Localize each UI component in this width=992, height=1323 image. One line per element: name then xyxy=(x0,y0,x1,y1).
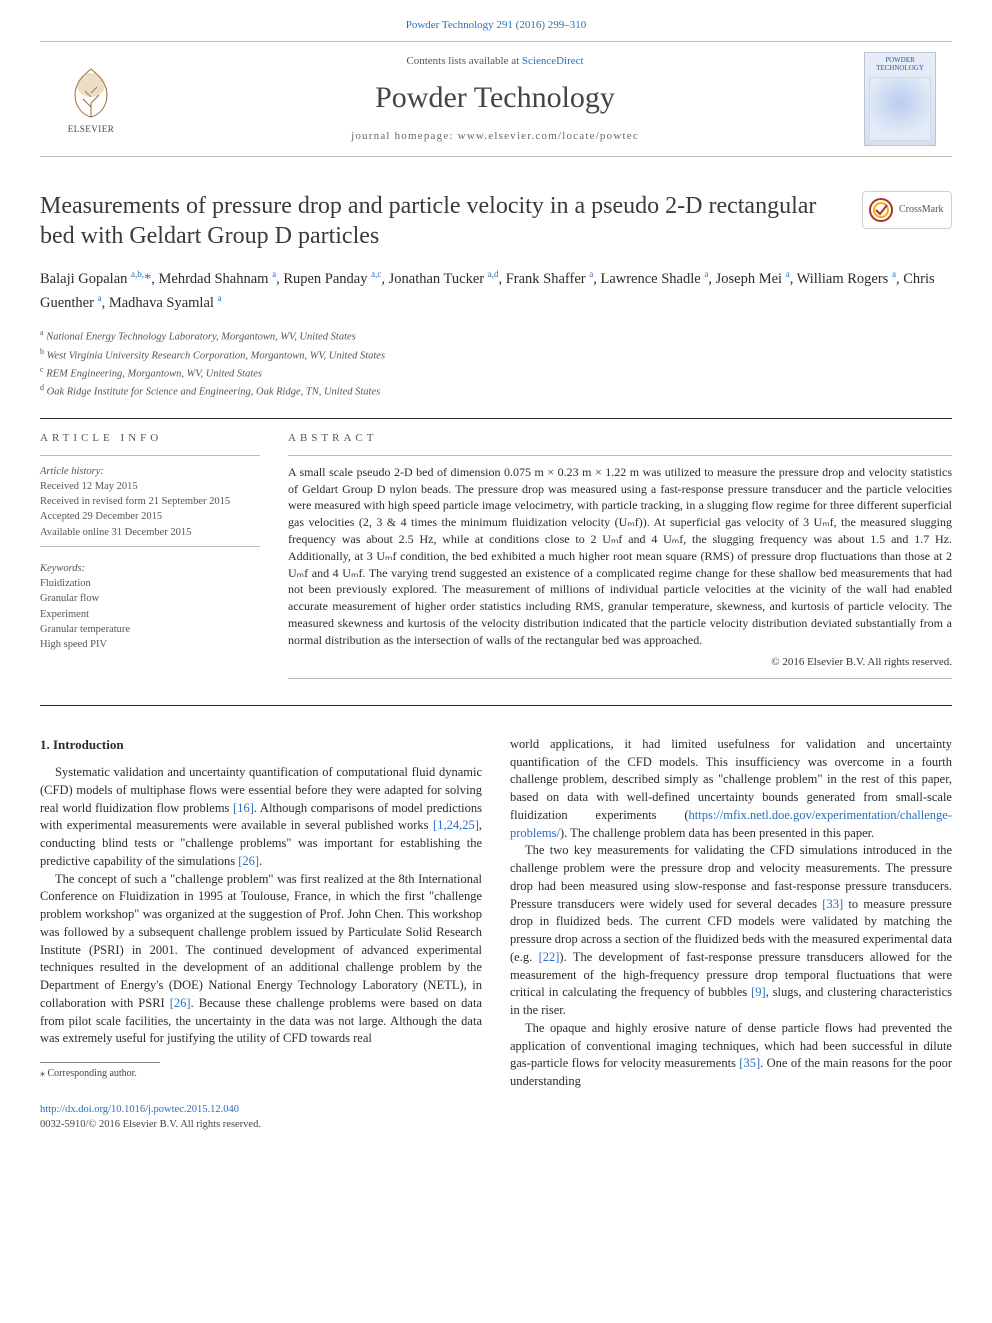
citation-line: Powder Technology 291 (2016) 299–310 xyxy=(40,0,952,41)
footnote-text: Corresponding author. xyxy=(48,1068,137,1079)
journal-cover-thumb: POWDER TECHNOLOGY xyxy=(864,52,936,146)
sciencedirect-link[interactable]: ScienceDirect xyxy=(522,55,584,67)
intro-para-5: The opaque and highly erosive nature of … xyxy=(510,1020,952,1091)
doi-footer: http://dx.doi.org/10.1016/j.powtec.2015.… xyxy=(40,1103,482,1132)
elsevier-word: ELSEVIER xyxy=(68,123,115,136)
journal-homepage: journal homepage: www.elsevier.com/locat… xyxy=(126,129,864,144)
contents-prefix: Contents lists available at xyxy=(406,55,521,67)
article-history: Article history: Received 12 May 2015Rec… xyxy=(40,464,260,652)
ref-link[interactable]: [16] xyxy=(233,801,254,815)
abstract-copyright: © 2016 Elsevier B.V. All rights reserved… xyxy=(288,655,952,670)
contents-line: Contents lists available at ScienceDirec… xyxy=(126,54,864,69)
corresponding-footnote: ⁎ Corresponding author. xyxy=(40,1067,482,1081)
crossmark-badge[interactable]: CrossMark xyxy=(862,191,952,229)
crossmark-icon xyxy=(869,198,893,222)
elsevier-logo: ELSEVIER xyxy=(56,59,126,139)
abstract-text: A small scale pseudo 2-D bed of dimensio… xyxy=(288,464,952,649)
elsevier-tree-icon xyxy=(61,63,121,123)
info-rule-top xyxy=(40,455,260,456)
ref-link[interactable]: [26] xyxy=(238,854,259,868)
affiliations-block: a National Energy Technology Laboratory,… xyxy=(40,327,952,400)
history-head: Article history: xyxy=(40,466,104,477)
ref-link[interactable]: [35] xyxy=(739,1056,760,1070)
intro-para-3: world applications, it had limited usefu… xyxy=(510,736,952,843)
intro-para-4: The two key measurements for validating … xyxy=(510,842,952,1020)
body-columns: 1. Introduction Systematic validation an… xyxy=(40,736,952,1133)
footnote-rule xyxy=(40,1062,160,1063)
abstract-rule-bottom xyxy=(288,678,952,679)
cover-title: POWDER TECHNOLOGY xyxy=(869,57,931,72)
citation-link[interactable]: Powder Technology 291 (2016) 299–310 xyxy=(406,19,587,31)
cover-art xyxy=(869,77,931,142)
doi-link[interactable]: http://dx.doi.org/10.1016/j.powtec.2015.… xyxy=(40,1104,239,1115)
article-info-head: ARTICLE INFO xyxy=(40,431,260,446)
ref-link[interactable]: [33] xyxy=(822,897,843,911)
mfix-link[interactable]: https://mfix.netl.doe.gov/experimentatio… xyxy=(510,808,952,840)
footnote-marker: ⁎ xyxy=(40,1068,45,1079)
journal-header: ELSEVIER Contents lists available at Sci… xyxy=(40,41,952,157)
info-rule-mid xyxy=(40,546,260,547)
authors-line: Balaji Gopalan a,b,*, Mehrdad Shahnam a,… xyxy=(40,267,952,315)
ref-link[interactable]: [26] xyxy=(170,996,191,1010)
issn-line: 0032-5910/© 2016 Elsevier B.V. All right… xyxy=(40,1119,261,1130)
journal-name: Powder Technology xyxy=(126,77,864,119)
section-1-heading: 1. Introduction xyxy=(40,736,482,754)
intro-para-1: Systematic validation and uncertainty qu… xyxy=(40,764,482,871)
ref-link[interactable]: [22] xyxy=(539,950,560,964)
rule-above-info xyxy=(40,418,952,419)
abstract-rule-top xyxy=(288,455,952,456)
ref-link[interactable]: [9] xyxy=(751,985,766,999)
keywords-head: Keywords: xyxy=(40,563,85,574)
ref-link[interactable]: [1,24,25] xyxy=(433,818,479,832)
crossmark-label: CrossMark xyxy=(899,203,943,217)
abstract-head: ABSTRACT xyxy=(288,431,952,446)
rule-below-abstract xyxy=(40,705,952,706)
intro-para-2: The concept of such a "challenge problem… xyxy=(40,871,482,1049)
article-title: Measurements of pressure drop and partic… xyxy=(40,191,842,251)
